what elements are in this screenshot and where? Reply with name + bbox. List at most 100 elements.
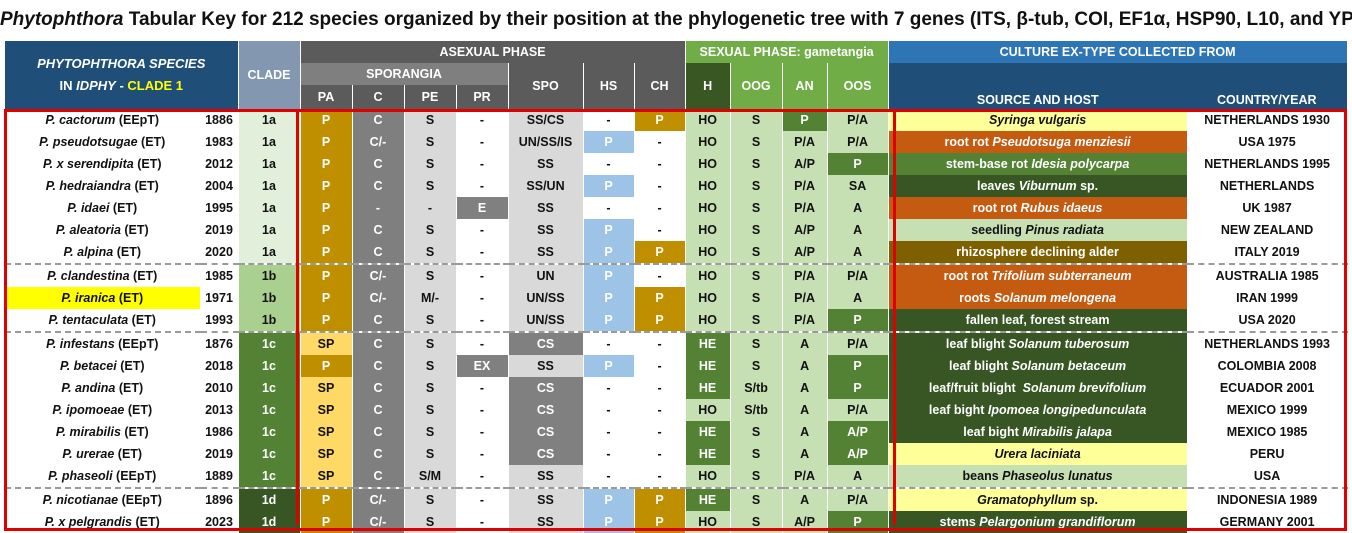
cell-oos: A: [827, 197, 888, 219]
cell-an: P/A: [782, 287, 827, 309]
source-text: stem-base rot: [946, 157, 1031, 171]
species-type-tag: (ET): [128, 313, 156, 327]
species-type-tag: (ET): [115, 381, 143, 395]
species-type-tag: (EEpT): [118, 493, 162, 507]
species-binomial: P. urerae: [62, 447, 114, 461]
cell-pr: -: [456, 131, 508, 153]
cell-h: HO: [685, 309, 730, 332]
source-host: beans Phaseolus lunatus: [888, 465, 1187, 488]
cell-clade: 1a: [238, 219, 300, 241]
cell-oog: S: [730, 465, 782, 488]
cell-clade: 1c: [238, 355, 300, 377]
cell-oog: S: [730, 175, 782, 197]
species-name: P. nicotianae (EEpT): [5, 488, 200, 511]
cell-ch: -: [634, 175, 685, 197]
host-taxon: Rubus idaeus: [1021, 201, 1103, 215]
cell-pe: S: [404, 421, 456, 443]
species-binomial: P. clandestina: [47, 269, 129, 283]
species-binomial: P. ipomoeae: [52, 403, 124, 417]
cell-pe: S: [404, 443, 456, 465]
cell-c: C/-: [352, 488, 404, 511]
cell-c: C: [352, 355, 404, 377]
species-name: P. iranica (ET): [5, 287, 200, 309]
cell-c: C: [352, 241, 404, 264]
cell-c: C: [352, 332, 404, 355]
cell-oog: S: [730, 309, 782, 332]
cell-pe: S: [404, 175, 456, 197]
cell-c: C/-: [352, 131, 404, 153]
cell-an: A: [782, 355, 827, 377]
cell-c: C: [352, 175, 404, 197]
cell-h: HO: [685, 399, 730, 421]
cell-oos: A/P: [827, 443, 888, 465]
cell-oog: S: [730, 287, 782, 309]
cell-oos: P/A: [827, 488, 888, 511]
cell-pr: -: [456, 377, 508, 399]
cell-h: HE: [685, 488, 730, 511]
cell-oos: P/A: [827, 399, 888, 421]
cell-an: P/A: [782, 309, 827, 332]
cell-oos: P: [827, 309, 888, 332]
source-text: leaf bight: [963, 425, 1022, 439]
source-host: Gramatophyllum sp.: [888, 488, 1187, 511]
col-h: H: [685, 63, 730, 109]
species-binomial: P. andina: [61, 381, 115, 395]
species-binomial: P. x pelgrandis: [45, 515, 132, 529]
cell-an: A/P: [782, 511, 827, 533]
cell-pa: SP: [300, 377, 352, 399]
cell-pr: -: [456, 287, 508, 309]
species-type-tag: (ET): [132, 515, 160, 529]
country-year: IRAN 1999: [1187, 287, 1347, 309]
source-host: stem-base rot Idesia polycarpa: [888, 153, 1187, 175]
title-text: Tabular Key for 212 species organized by…: [124, 9, 1352, 30]
cell-ch: -: [634, 264, 685, 287]
cell-hs: P: [583, 241, 634, 264]
source-host: leaf blight Solanum betaceum: [888, 355, 1187, 377]
species-type-tag: (EEpT): [115, 337, 159, 351]
cell-clade: 1b: [238, 264, 300, 287]
species-year: 1995: [200, 197, 238, 219]
col-oog: OOG: [730, 63, 782, 109]
host-taxon: Solanum melongena: [994, 291, 1116, 305]
species-name: P. x serendipita (ET): [5, 153, 200, 175]
country-year: NEW ZEALAND: [1187, 219, 1347, 241]
cell-ch: P: [634, 241, 685, 264]
source-host: leaves Viburnum sp.: [888, 175, 1187, 197]
cell-ch: -: [634, 332, 685, 355]
cell-ch: P: [634, 309, 685, 332]
species-year: 1983: [200, 131, 238, 153]
cell-pr: -: [456, 241, 508, 264]
cell-pe: S: [404, 488, 456, 511]
cell-pa: P: [300, 153, 352, 175]
species-binomial: P. tentaculata: [49, 313, 129, 327]
species-type-tag: (ET): [115, 291, 143, 305]
host-taxon: Urera laciniata: [994, 447, 1080, 461]
cell-h: HO: [685, 153, 730, 175]
cell-h: HE: [685, 421, 730, 443]
sexual-header: SEXUAL PHASE: gametangia: [685, 41, 888, 63]
source-text: leaf bight: [929, 403, 988, 417]
cell-clade: 1c: [238, 421, 300, 443]
species-year: 2023: [200, 511, 238, 533]
cell-hs: -: [583, 332, 634, 355]
cell-h: HE: [685, 332, 730, 355]
cell-pr: -: [456, 153, 508, 175]
cell-ch: P: [634, 109, 685, 131]
cell-ch: P: [634, 511, 685, 533]
cell-h: HE: [685, 355, 730, 377]
source-text: rhizosphere declining alder: [956, 245, 1119, 259]
species-year: 2013: [200, 399, 238, 421]
species-type-tag: (ET): [121, 223, 149, 237]
cell-pe: -: [404, 197, 456, 219]
source-host: root rot Pseudotsuga menziesii: [888, 131, 1187, 153]
country-year: MEXICO 1999: [1187, 399, 1347, 421]
source-text: stems: [940, 515, 980, 529]
cell-h: HO: [685, 197, 730, 219]
cell-oos: P/A: [827, 264, 888, 287]
col-c: C: [352, 85, 404, 109]
species-binomial: P. mirabilis: [56, 425, 121, 439]
cell-pe: S: [404, 355, 456, 377]
